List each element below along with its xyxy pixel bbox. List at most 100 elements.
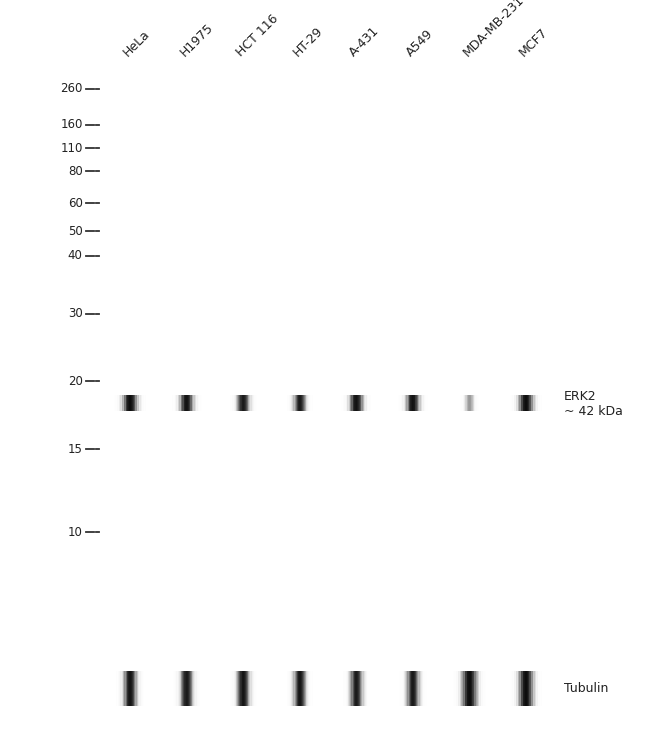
- Bar: [302, 670, 303, 706]
- Bar: [125, 670, 126, 706]
- Bar: [369, 394, 370, 411]
- Bar: [348, 670, 349, 706]
- Bar: [350, 670, 351, 706]
- Bar: [415, 670, 417, 706]
- Bar: [408, 670, 409, 706]
- Bar: [177, 394, 179, 411]
- Bar: [311, 670, 312, 706]
- Bar: [402, 670, 404, 706]
- Bar: [360, 670, 361, 706]
- Bar: [370, 394, 371, 411]
- Bar: [231, 394, 232, 411]
- Bar: [407, 394, 408, 411]
- Bar: [254, 394, 255, 411]
- Bar: [366, 394, 367, 411]
- Bar: [242, 670, 243, 706]
- Bar: [141, 394, 142, 411]
- Bar: [242, 394, 243, 411]
- Bar: [124, 394, 125, 411]
- Bar: [199, 670, 200, 706]
- Bar: [238, 670, 239, 706]
- Bar: [524, 670, 525, 706]
- Bar: [411, 670, 412, 706]
- Bar: [251, 394, 252, 411]
- Bar: [346, 394, 348, 411]
- Bar: [514, 670, 515, 706]
- Bar: [143, 670, 144, 706]
- Bar: [246, 394, 247, 411]
- Bar: [198, 394, 199, 411]
- Bar: [233, 394, 235, 411]
- Bar: [307, 394, 308, 411]
- Bar: [251, 670, 252, 706]
- Bar: [184, 394, 185, 411]
- Bar: [405, 394, 406, 411]
- Bar: [421, 394, 422, 411]
- Bar: [422, 670, 423, 706]
- Bar: [368, 670, 369, 706]
- Bar: [116, 670, 118, 706]
- Bar: [192, 670, 193, 706]
- Bar: [192, 394, 193, 411]
- Bar: [188, 670, 189, 706]
- Bar: [303, 670, 304, 706]
- Bar: [474, 670, 476, 706]
- Bar: [356, 394, 357, 411]
- Bar: [299, 394, 300, 411]
- Bar: [517, 394, 519, 411]
- Bar: [518, 670, 519, 706]
- Bar: [453, 670, 454, 706]
- Bar: [358, 670, 359, 706]
- Bar: [175, 670, 176, 706]
- Bar: [173, 394, 174, 411]
- Bar: [369, 394, 370, 411]
- Bar: [534, 394, 535, 411]
- Bar: [127, 394, 129, 411]
- Bar: [188, 394, 189, 411]
- Text: 80: 80: [68, 165, 83, 178]
- Bar: [174, 670, 175, 706]
- Bar: [426, 394, 428, 411]
- Bar: [521, 394, 522, 411]
- Bar: [304, 670, 306, 706]
- Bar: [194, 394, 195, 411]
- Bar: [367, 670, 369, 706]
- Bar: [244, 394, 245, 411]
- Bar: [411, 394, 412, 411]
- Bar: [192, 394, 194, 411]
- Bar: [398, 394, 399, 411]
- Bar: [465, 670, 467, 706]
- Bar: [462, 670, 463, 706]
- Bar: [304, 670, 305, 706]
- Bar: [541, 670, 542, 706]
- Bar: [124, 670, 125, 706]
- Bar: [408, 394, 409, 411]
- Bar: [232, 670, 233, 706]
- Bar: [246, 670, 247, 706]
- Bar: [401, 394, 402, 411]
- Bar: [256, 394, 257, 411]
- Bar: [233, 670, 234, 706]
- Bar: [419, 670, 420, 706]
- Bar: [362, 670, 363, 706]
- Bar: [425, 670, 426, 706]
- Bar: [361, 670, 362, 706]
- Bar: [467, 670, 468, 706]
- Bar: [127, 394, 128, 411]
- Bar: [402, 394, 403, 411]
- Bar: [299, 670, 300, 706]
- Bar: [409, 670, 410, 706]
- Bar: [248, 670, 249, 706]
- Bar: [254, 670, 255, 706]
- Bar: [252, 670, 253, 706]
- Bar: [120, 394, 122, 411]
- Bar: [456, 670, 457, 706]
- Text: 15: 15: [68, 443, 83, 456]
- Bar: [242, 394, 244, 411]
- Bar: [236, 394, 237, 411]
- Bar: [528, 670, 529, 706]
- Bar: [485, 670, 486, 706]
- Bar: [525, 394, 526, 411]
- Bar: [405, 670, 406, 706]
- Bar: [295, 394, 296, 411]
